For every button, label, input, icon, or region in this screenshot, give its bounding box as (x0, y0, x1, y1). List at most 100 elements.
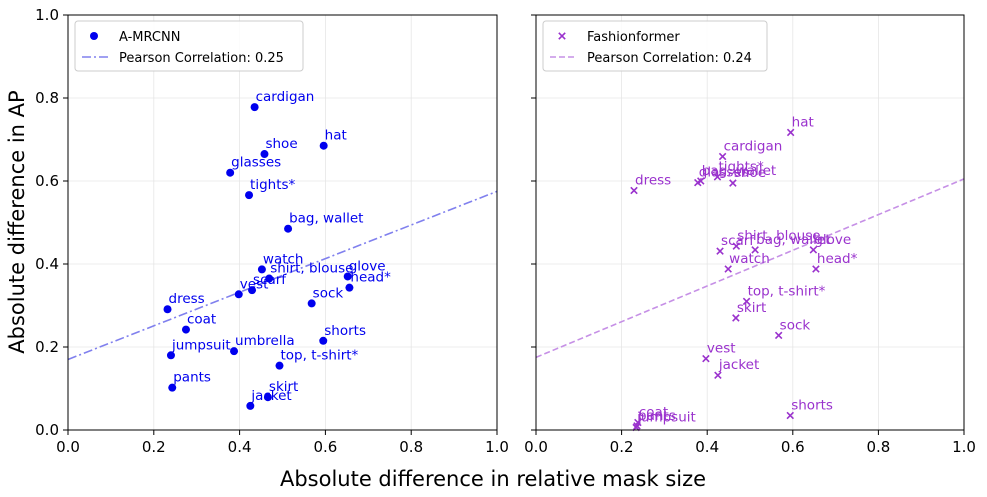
data-point (245, 191, 254, 200)
x-tick-label: 0.8 (399, 438, 423, 456)
data-point (226, 168, 235, 177)
point-label: shirt, blouse (737, 228, 820, 244)
data-point (265, 274, 274, 283)
data-point (809, 246, 818, 254)
point-label: dress (169, 291, 205, 307)
data-point (307, 299, 316, 308)
point-label: scarf (721, 233, 755, 249)
legend-trend-label: Pearson Correlation: 0.24 (587, 51, 752, 66)
y-tick-label: 0.0 (35, 421, 59, 439)
data-point (729, 179, 737, 187)
legend-box (74, 20, 304, 72)
y-tick-label: 0.6 (35, 172, 59, 190)
point-label: shoe (734, 165, 766, 181)
y-tick-label: 0.8 (35, 89, 59, 107)
point-label: head* (817, 251, 858, 267)
point-label: jacket (718, 357, 759, 373)
data-point (230, 347, 239, 356)
point-label: glasses (699, 165, 749, 181)
point-label: shirt, blouse (270, 261, 353, 277)
data-point (751, 246, 759, 254)
point-label: jumpsuit (171, 337, 231, 353)
point-label: skirt (269, 379, 298, 395)
data-point (246, 401, 255, 410)
data-point (166, 351, 175, 360)
point-label: jumpsuit (636, 410, 696, 426)
data-point (742, 297, 751, 306)
point-label: bag, wallet (289, 211, 363, 227)
data-point (250, 103, 259, 112)
data-point (786, 128, 795, 137)
point-label: hat (325, 128, 347, 144)
point-label: coat (639, 405, 668, 421)
legend-trend-label: Pearson Correlation: 0.25 (119, 51, 284, 66)
data-point (713, 173, 722, 181)
point-label: tights* (250, 177, 295, 193)
trend-line (67, 190, 498, 361)
legend-marker (90, 32, 98, 40)
point-label: glasses (231, 155, 281, 171)
x-axis-label: Absolute difference in relative mask siz… (280, 467, 706, 491)
point-label: coat (187, 312, 216, 328)
point-label: scarf (253, 272, 287, 288)
x-tick-label: 0.2 (142, 438, 166, 456)
point-label: pants (638, 408, 676, 424)
data-point (812, 265, 820, 273)
data-point (732, 314, 740, 322)
point-label: watch (729, 251, 770, 267)
data-point (732, 242, 741, 250)
x-tick-label: 0.8 (866, 438, 890, 456)
axes-frame (535, 14, 965, 431)
point-label: cardigan (256, 89, 315, 105)
legend-series-label: A-MRCNN (119, 30, 180, 45)
data-point (168, 383, 177, 392)
data-point (275, 361, 284, 370)
point-label: sock (313, 285, 344, 301)
data-point (263, 393, 272, 402)
data-point (234, 290, 243, 299)
data-point (697, 177, 705, 185)
legend-box (542, 20, 768, 72)
point-label: bag, wallet (756, 232, 830, 248)
point-label: glove (814, 232, 851, 248)
data-point (786, 411, 794, 420)
point-label: shorts (791, 397, 833, 413)
point-label: jacket (250, 388, 291, 404)
data-point (718, 152, 727, 161)
x-tick-label: 0.6 (781, 438, 805, 456)
point-label: top, t-shirt* (280, 348, 358, 364)
x-tick-label: 0.0 (524, 438, 548, 456)
y-tick-label: 0.2 (35, 338, 59, 356)
data-point (163, 305, 172, 314)
data-point (774, 331, 783, 340)
point-label: skirt (737, 300, 766, 316)
point-label: top, t-shirt* (748, 283, 826, 299)
data-point (716, 247, 724, 255)
point-label: umbrella (235, 333, 295, 349)
point-label: pants (173, 370, 211, 386)
data-point (345, 283, 354, 292)
x-tick-label: 0.4 (695, 438, 719, 456)
data-point (319, 141, 328, 150)
data-point (343, 272, 352, 281)
data-point (181, 325, 190, 334)
point-label: sock (780, 317, 811, 333)
x-tick-label: 1.0 (952, 438, 976, 456)
data-point (702, 354, 710, 363)
y-tick-label: 0.4 (35, 255, 59, 273)
point-label: hat (792, 114, 814, 130)
point-label: glove (349, 258, 386, 274)
data-point (714, 371, 722, 379)
x-tick-label: 1.0 (485, 438, 509, 456)
axes-frame (67, 14, 498, 431)
point-label: dress (635, 173, 671, 189)
data-point (284, 224, 293, 233)
point-label: cardigan (724, 139, 783, 155)
legend-marker (558, 32, 566, 40)
point-label: shoe (265, 136, 297, 152)
x-tick-label: 0.4 (228, 438, 252, 456)
point-label: bag, wallet (702, 163, 776, 179)
data-point (319, 336, 328, 345)
